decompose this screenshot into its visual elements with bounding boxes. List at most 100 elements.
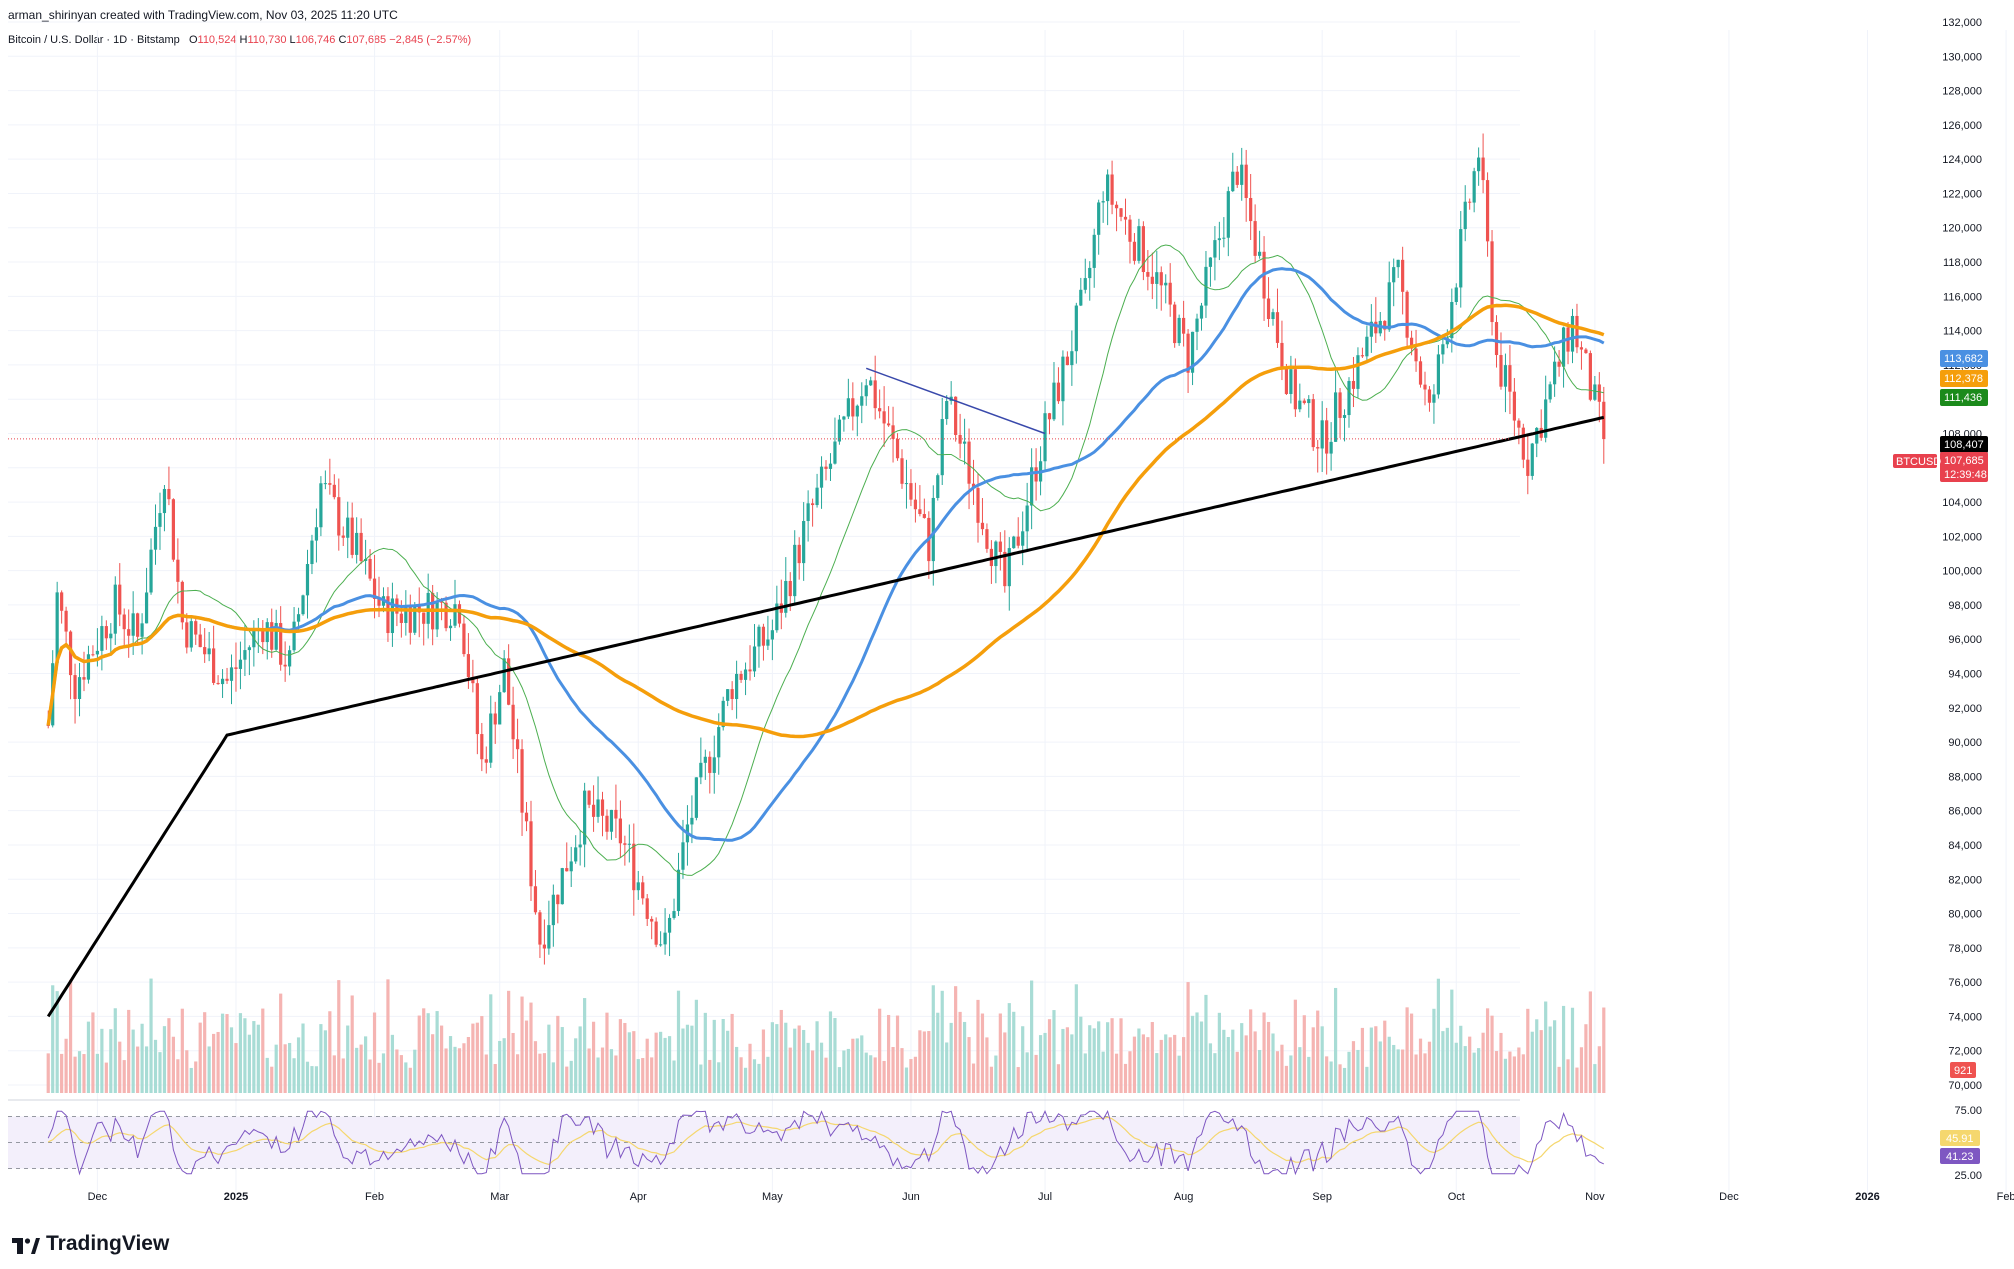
candle-body xyxy=(243,650,247,660)
price-tag-value: 113,682 xyxy=(1944,353,1983,365)
time-axis-label: Feb xyxy=(365,1191,384,1203)
volume-bar xyxy=(591,1021,596,1093)
volume-bar xyxy=(328,1011,332,1093)
time-axis-label: Jul xyxy=(1038,1191,1052,1203)
volume-bar xyxy=(453,1046,457,1093)
candle-body xyxy=(247,647,251,651)
volume-bar xyxy=(1351,1041,1356,1093)
candle-body xyxy=(1070,351,1074,366)
volume-bar xyxy=(824,1057,828,1093)
volume-bar xyxy=(1164,1034,1168,1093)
candle-body xyxy=(91,654,95,656)
volume-bar xyxy=(1199,1021,1204,1093)
volume-bar xyxy=(1012,1011,1016,1093)
candle-body xyxy=(444,602,448,629)
candle-body xyxy=(1311,399,1315,448)
volume-bar xyxy=(1298,1047,1302,1093)
price-axis-label: 98,000 xyxy=(1948,600,1982,612)
candle-body xyxy=(1521,427,1525,460)
ma-fast-line xyxy=(47,244,1604,876)
candle-body xyxy=(1195,318,1199,332)
candle-body xyxy=(806,503,810,522)
volume-bar xyxy=(1494,1051,1499,1093)
price-axis-label: 72,000 xyxy=(1948,1046,1982,1058)
candle-body xyxy=(1441,344,1445,355)
candle-body xyxy=(453,604,457,626)
volume-bar xyxy=(650,1057,654,1093)
volume-bar xyxy=(1570,1007,1575,1093)
candle-body xyxy=(614,809,618,819)
volume-bar xyxy=(1293,999,1297,1093)
volume-bar xyxy=(288,1042,292,1093)
candle-body xyxy=(511,704,515,740)
candle-body xyxy=(350,517,354,555)
volume-bar xyxy=(1454,1042,1458,1093)
volume-bar xyxy=(1584,1024,1588,1093)
volume-bar xyxy=(301,1023,305,1093)
volume-bar xyxy=(1123,1063,1128,1093)
candle-body xyxy=(502,658,506,693)
volume-bar xyxy=(364,1036,368,1093)
candle-body xyxy=(574,847,578,862)
open-value: 110,524 xyxy=(197,34,237,46)
candle-body xyxy=(1351,380,1356,389)
volume-bar xyxy=(381,1053,386,1093)
volume-bar xyxy=(726,1030,730,1093)
candle-body xyxy=(1101,201,1105,203)
volume-bar xyxy=(1387,1036,1391,1093)
candle-body xyxy=(1396,259,1400,268)
volume-bar xyxy=(1553,1020,1557,1093)
candle-body xyxy=(712,757,716,773)
volume-bar xyxy=(1365,1066,1369,1093)
volume-bar xyxy=(909,1059,913,1093)
volume-bar xyxy=(104,1062,108,1093)
volume-bar xyxy=(484,1054,488,1093)
candle-body xyxy=(1208,257,1213,267)
volume-bar xyxy=(1374,1026,1378,1093)
volume-bar xyxy=(766,1056,770,1093)
candle-body xyxy=(681,842,685,870)
candle-body xyxy=(627,843,631,845)
candle-body xyxy=(100,626,104,651)
candle-body xyxy=(922,514,926,518)
candle-body xyxy=(1365,336,1369,357)
volume-bar xyxy=(1101,1051,1105,1093)
volume-bar xyxy=(296,1037,301,1093)
price-tag-bg xyxy=(1940,370,1988,387)
volume-bar xyxy=(1575,1067,1579,1093)
volume-bar xyxy=(283,1044,287,1093)
volume-bar xyxy=(1003,1032,1007,1093)
volume-bar xyxy=(256,1024,260,1093)
candle-body xyxy=(1347,380,1351,416)
candle-body xyxy=(1222,237,1226,239)
volume-bar xyxy=(274,1044,278,1093)
volume-bar xyxy=(95,1053,99,1093)
volume-bar xyxy=(645,1038,649,1093)
volume-bar xyxy=(417,1015,421,1093)
symbol-description[interactable]: Bitcoin / U.S. Dollar · 1D · Bitstamp xyxy=(8,34,180,46)
candle-body xyxy=(46,724,50,726)
candle-body xyxy=(368,558,372,579)
candle-body xyxy=(1249,198,1253,222)
volume-bar xyxy=(1490,1015,1494,1093)
volume-bar xyxy=(1074,984,1078,1093)
volume-tag-bg xyxy=(1950,1062,1976,1078)
volume-bar xyxy=(171,1036,175,1093)
volume-bar xyxy=(1521,1054,1525,1093)
volume-bar xyxy=(1280,1044,1284,1093)
candle-body xyxy=(484,759,488,763)
candle-body xyxy=(305,564,310,596)
volume-bar xyxy=(185,1050,189,1093)
rsi-tag-value: 45.91 xyxy=(1946,1133,1974,1145)
volume-bar xyxy=(743,1067,748,1093)
candle-body xyxy=(524,812,529,822)
volume-bar xyxy=(1079,1016,1083,1093)
price-axis-label: 102,000 xyxy=(1942,531,1982,543)
candle-body xyxy=(623,843,627,845)
candle-body xyxy=(1472,171,1476,203)
tradingview-logo[interactable]: TradingView xyxy=(12,1232,169,1256)
volume-bar xyxy=(319,1024,323,1093)
volume-bar xyxy=(1271,1033,1275,1093)
volume-bar xyxy=(252,1021,256,1093)
